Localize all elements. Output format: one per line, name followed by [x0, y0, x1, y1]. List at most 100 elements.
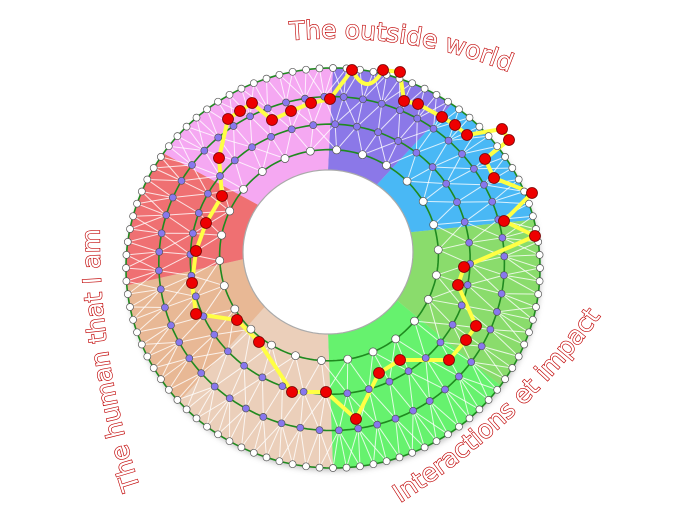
spoke-line: [446, 183, 485, 186]
spoke-line: [332, 430, 340, 469]
spoke-line: [240, 408, 247, 448]
spoke-line: [253, 416, 264, 453]
spoke-line: [433, 221, 465, 226]
white-node: [157, 375, 165, 383]
spoke-line: [318, 68, 325, 97]
spoke-line: [127, 241, 160, 253]
purple-node: [315, 426, 324, 434]
white-node: [149, 364, 158, 372]
white-node: [192, 414, 201, 423]
purple-node: [488, 197, 497, 206]
red-node: [479, 153, 491, 165]
spoke-line: [200, 334, 215, 374]
spoke-line: [153, 167, 182, 182]
spoke-line: [504, 241, 539, 257]
spoke-line: [160, 288, 196, 297]
spoke-line: [203, 285, 225, 317]
spoke-line: [395, 418, 401, 458]
spoke-line: [280, 386, 283, 424]
spoke-line: [179, 334, 215, 343]
white-node: [455, 422, 463, 431]
white-node: [262, 74, 271, 83]
spoke-line: [357, 428, 374, 465]
spoke-line: [407, 180, 447, 185]
white-node: [525, 328, 533, 337]
spoke-line: [376, 424, 400, 458]
white-node: [520, 340, 529, 349]
purple-node: [287, 125, 296, 134]
spoke-line: [278, 423, 282, 462]
white-node: [122, 251, 131, 259]
spoke-line: [284, 129, 293, 159]
red-node: [253, 336, 265, 348]
purple-node: [204, 189, 212, 198]
purple-node: [396, 106, 404, 115]
spoke-line: [343, 96, 358, 127]
spoke-line: [177, 135, 205, 152]
purple-node: [168, 193, 177, 202]
spoke-line: [160, 156, 182, 182]
spoke-line: [414, 320, 453, 326]
spoke-line: [347, 358, 370, 390]
spoke-line: [191, 275, 225, 287]
spoke-line: [388, 338, 397, 382]
spoke-line: [428, 298, 462, 306]
white-node: [493, 385, 502, 394]
spoke-line: [280, 423, 294, 465]
red-node: [460, 334, 472, 346]
spoke-line: [132, 215, 162, 234]
spoke-line: [356, 99, 364, 127]
spoke-line: [213, 308, 236, 336]
spoke-line: [332, 67, 345, 98]
spoke-line: [200, 350, 229, 374]
spoke-line: [368, 388, 396, 419]
spoke-line: [343, 68, 348, 98]
spoke-line: [234, 160, 244, 190]
white-node: [508, 164, 517, 172]
spoke-line: [129, 214, 167, 230]
spoke-line: [319, 430, 340, 468]
spoke-line: [469, 237, 503, 244]
white-node: [275, 457, 284, 466]
purple-node: [436, 338, 445, 347]
white-node: [382, 457, 391, 466]
spoke-line: [381, 78, 400, 105]
spoke-line: [395, 418, 413, 453]
spoke-line: [141, 324, 172, 345]
spoke-line: [377, 132, 387, 166]
spoke-line: [458, 376, 470, 419]
white-node: [302, 65, 310, 74]
purple-node: [480, 180, 488, 189]
spoke-line: [281, 391, 304, 424]
spoke-line: [233, 125, 253, 148]
spoke-line: [168, 145, 193, 166]
white-node: [455, 105, 463, 114]
spoke-line: [376, 424, 388, 462]
red-node: [222, 113, 234, 125]
spoke-line: [469, 263, 505, 276]
spoke-line: [261, 377, 264, 417]
spoke-line: [240, 88, 251, 117]
spoke-line: [397, 110, 401, 142]
spoke-line: [386, 152, 417, 166]
spoke-line: [481, 345, 519, 357]
white-node: [126, 225, 134, 233]
white-node: [525, 199, 533, 208]
white-node: [133, 328, 141, 337]
spoke-line: [127, 232, 162, 243]
white-node: [267, 340, 276, 350]
white-node: [444, 97, 452, 106]
spoke-line: [304, 68, 320, 99]
white-node: [535, 277, 544, 285]
spoke-line: [262, 355, 296, 378]
spoke-line: [372, 351, 390, 382]
spoke-line: [129, 288, 162, 308]
purple-node: [441, 385, 449, 394]
spoke-line: [492, 190, 525, 203]
spoke-line: [168, 357, 190, 391]
spoke-line: [437, 221, 466, 251]
spoke-line: [126, 254, 160, 272]
spoke-line: [343, 69, 361, 98]
red-node: [190, 308, 202, 320]
spoke-line: [219, 175, 244, 190]
